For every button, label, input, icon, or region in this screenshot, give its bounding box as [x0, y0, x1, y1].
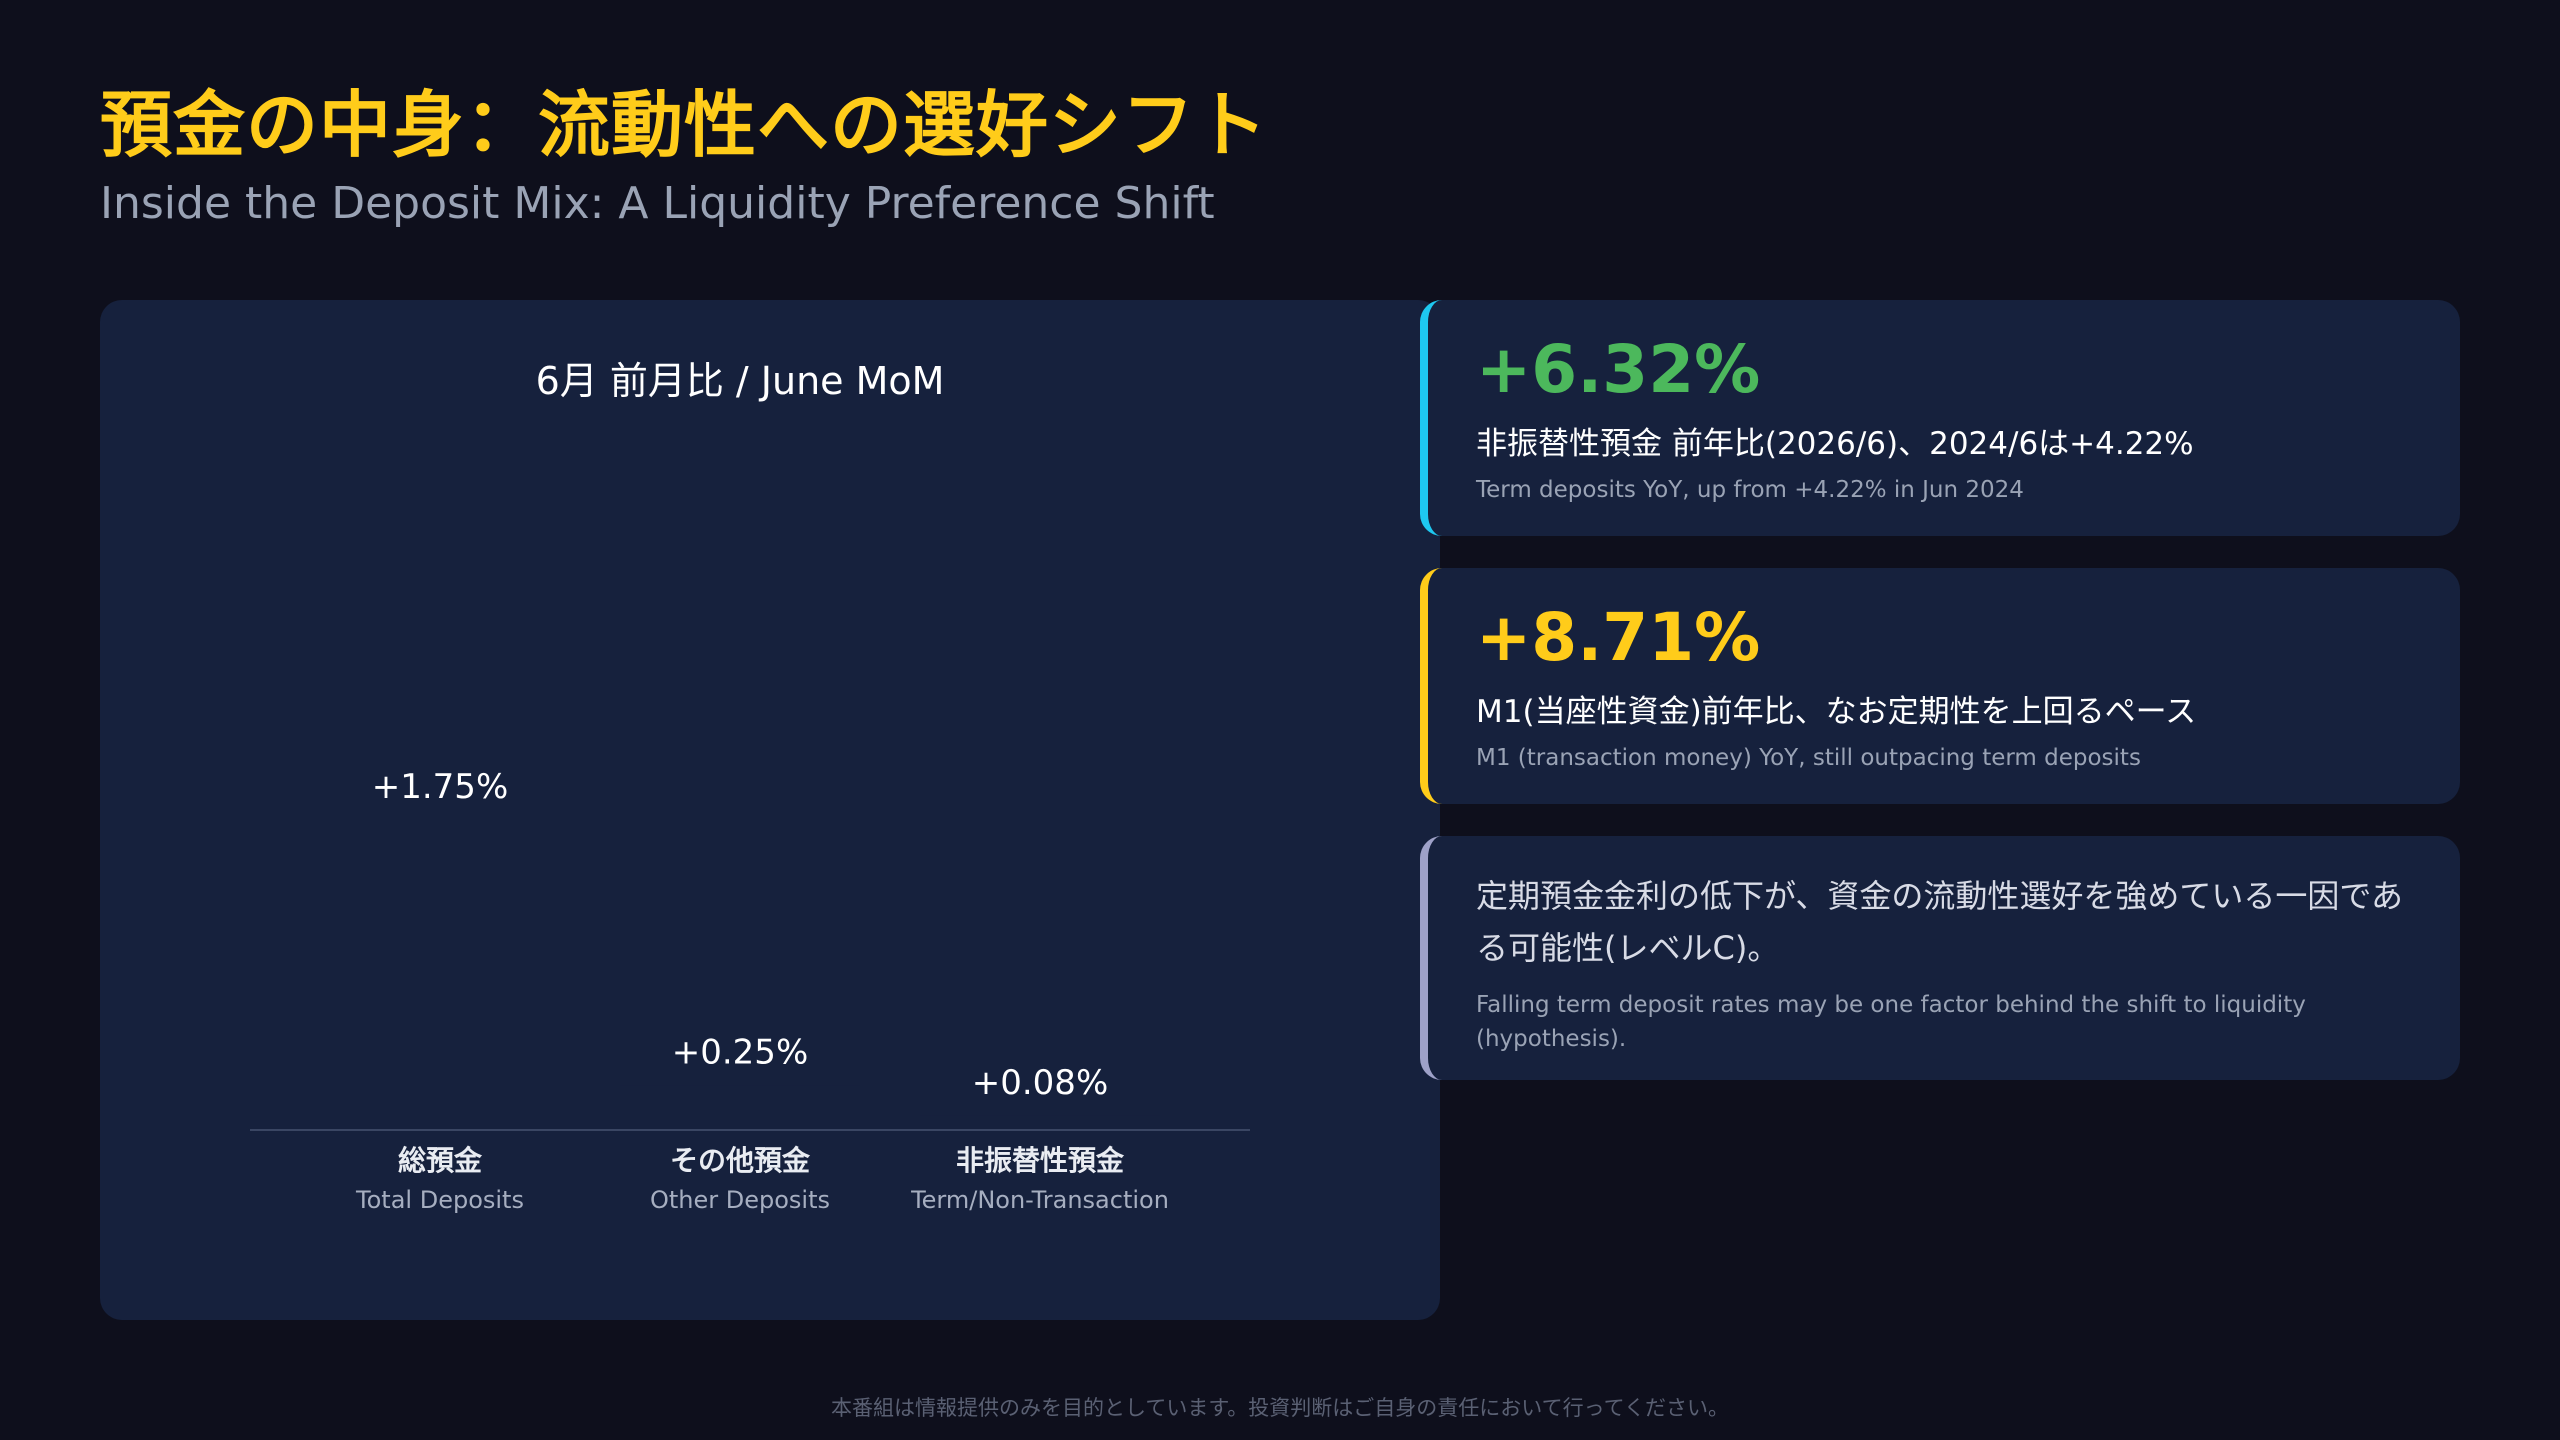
note-text-en: Falling term deposit rates may be one fa… [1476, 992, 2306, 1052]
stat-label-en: Term deposits YoY, up from +4.22% in Jun… [1476, 477, 2024, 503]
category-label-en: Term/Non-Transaction [910, 1186, 1169, 1214]
bar-value-label: +1.75% [372, 767, 509, 807]
footer-disclaimer: 本番組は情報提供のみを目的としています。投資判断はご自身の責任において行ってくだ… [831, 1396, 1729, 1420]
note-card-hypothesis: 定期預金金利の低下が、資金の流動性選好を強めている一因である可能性(レベルC)。… [1420, 836, 2460, 1080]
stat-label-en: M1 (transaction money) YoY, still outpac… [1476, 745, 2141, 771]
stat-label-jp: 非振替性預金 前年比(2026/6)、2024/6は+4.22% [1476, 426, 2194, 462]
category-label-en: Total Deposits [355, 1186, 524, 1214]
category-label-jp: 非振替性預金 [956, 1144, 1125, 1177]
category-label-jp: 総預金 [398, 1144, 483, 1177]
bar-chart: +1.75% 総預金 Total Deposits +0.25% その他預金 Other … [250, 767, 1250, 1214]
chart-panel: 6月 前月比 / June MoM +1.75% 総預金 Total Deposit… [100, 300, 1440, 1320]
category-label-en: Other Deposits [650, 1186, 830, 1214]
bar-value-label: +0.25% [672, 1033, 809, 1073]
bar-3 [920, 1115, 1160, 1130]
stat-value: +6.32% [1476, 331, 1761, 408]
bar-1 [320, 820, 560, 1130]
stat-card-m1: +8.71% M1(当座性資金)前年比、なお定期性を上回るペース M1 (tra… [1420, 568, 2460, 804]
page-title: 預金の中身：流動性への選好シフト [100, 83, 1269, 167]
stat-label-jp: M1(当座性資金)前年比、なお定期性を上回るペース [1476, 694, 2197, 730]
chart-title: 6月 前月比 / June MoM [535, 359, 945, 403]
bar-2 [620, 1085, 860, 1130]
stat-card-term-deposits: +6.32% 非振替性預金 前年比(2026/6)、2024/6は+4.22% … [1420, 300, 2460, 536]
note-text-jp: 定期預金金利の低下が、資金の流動性選好を強めている一因である可能性(レベルC)。 [1476, 877, 2404, 967]
bar-value-label: +0.08% [972, 1063, 1109, 1103]
stat-value: +8.71% [1476, 599, 1761, 676]
category-label-jp: その他預金 [670, 1144, 811, 1177]
page-subtitle: Inside the Deposit Mix: A Liquidity Pref… [100, 178, 1215, 229]
